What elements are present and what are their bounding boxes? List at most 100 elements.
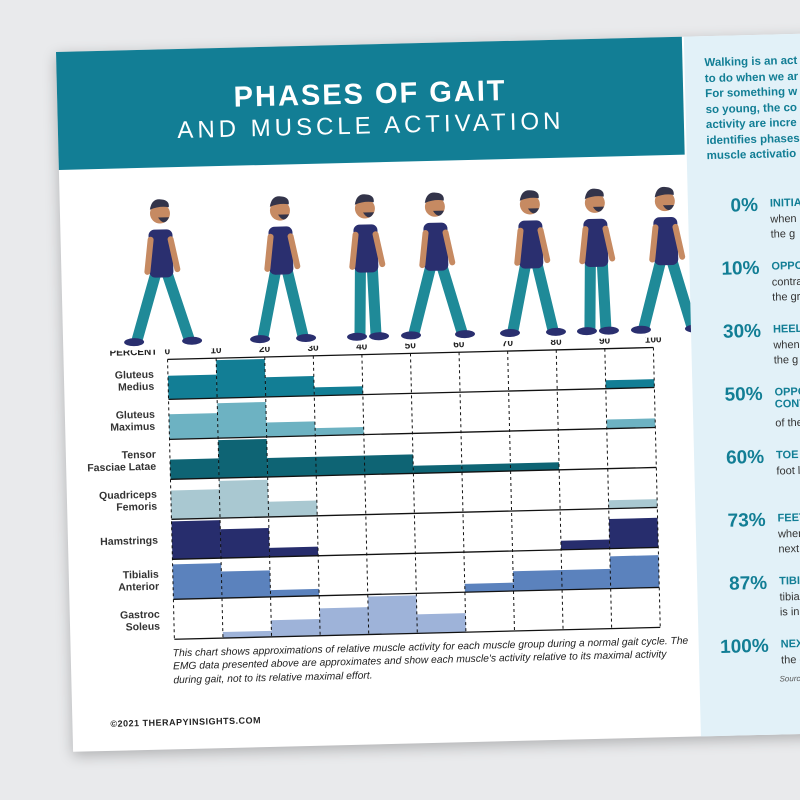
phase-title: TIBIA (779, 574, 800, 588)
source-note: Source (779, 673, 800, 684)
series-label: QuadricepsFemoris (99, 489, 157, 514)
x-tick-label: 20 (259, 344, 271, 355)
phase-percent: 0% (730, 194, 759, 217)
phase-percent: 30% (722, 320, 762, 343)
phase-item: 10% OPPO contra the gr (689, 256, 800, 309)
emg-bar (319, 607, 369, 636)
x-tick-label: 0 (164, 346, 170, 357)
emg-bar (265, 376, 315, 397)
phase-percent: 73% (727, 509, 766, 532)
phase-percent: 60% (725, 446, 765, 469)
row-divider (171, 506, 658, 520)
emg-bar (217, 402, 267, 439)
emg-bar (560, 539, 610, 550)
phase-percent: 50% (724, 383, 763, 406)
phase-description: when the g (773, 338, 800, 367)
x-tick-label: 40 (356, 341, 368, 352)
phase-title: TOE (775, 448, 799, 462)
phase-item: 30% HEEL when the g (691, 319, 800, 372)
walking-figures (124, 186, 694, 347)
emg-bar (314, 386, 363, 396)
emg-bar (270, 588, 320, 597)
x-tick-label: 30 (307, 343, 319, 354)
emg-bar (171, 520, 222, 560)
title-banner: PHASES OF GAIT AND MUSCLE ACTIVATION (56, 36, 685, 170)
handout-sheet: PHASES OF GAIT AND MUSCLE ACTIVATION PER… (56, 33, 800, 752)
phase-list: 0% INITIA when the g 10% OPPO contra the gr 30… (684, 33, 800, 667)
row-divider (174, 626, 661, 640)
gridline (215, 358, 224, 639)
series-label: Hamstrings (100, 535, 158, 548)
phase-title: FEET (777, 511, 800, 525)
walking-man-icon (124, 199, 203, 347)
x-tick-label: 10 (210, 345, 222, 356)
emg-bar (609, 555, 660, 589)
emg-bar (219, 479, 269, 519)
phase-percent: 100% (719, 635, 769, 658)
walking-man-icon (630, 186, 694, 334)
x-tick-label: 90 (599, 337, 611, 347)
intro-text: Walking is an act to do when we ar For s… (704, 54, 800, 163)
copyright-footer: ©2021 THERAPYINSIGHTS.COM (110, 715, 262, 729)
x-tick-label: 80 (550, 337, 562, 348)
phase-percent: 10% (721, 257, 760, 280)
emg-bar (367, 595, 418, 635)
emg-bar (608, 517, 659, 549)
phase-description: contra the gr (771, 275, 800, 304)
gridline (555, 349, 564, 630)
series-label: GluteusMedius (115, 369, 155, 394)
series-label: TibialisAnterior (118, 569, 160, 594)
phase-title: INITIA (769, 196, 800, 210)
phase-description: of the (775, 417, 800, 430)
walking-man-icon (250, 196, 317, 344)
emg-bar (216, 358, 266, 399)
emg-bar (315, 426, 364, 436)
phase-item: 0% INITIA when the g (688, 193, 800, 246)
walking-man-icon (500, 190, 566, 337)
emg-bar (221, 570, 271, 599)
emg-bar (168, 413, 219, 440)
emg-bar (416, 613, 466, 634)
walking-man-icon (347, 194, 390, 341)
phase-percent: 87% (728, 572, 768, 595)
emg-bar (608, 499, 658, 509)
gridline (409, 353, 418, 634)
emg-bar (172, 563, 222, 600)
phase-description: when the g (770, 212, 797, 241)
phase-item: 87% TIBIA tibia is in a (697, 571, 800, 624)
emg-bar (605, 379, 655, 389)
x-tick-label: 100 (645, 337, 662, 346)
emg-bar (271, 619, 321, 637)
series-label: GluteusMaximus (110, 409, 156, 434)
phase-description: the c (780, 654, 800, 667)
emg-bar (218, 438, 268, 479)
emg-bar (220, 528, 270, 559)
phase-description: foot l (776, 464, 800, 478)
x-tick-label: 70 (502, 338, 514, 349)
phase-title: OPPO (771, 259, 800, 273)
phase-title: HEEL (772, 322, 800, 336)
gridline (167, 359, 175, 640)
emg-bar (413, 464, 462, 474)
phase-sidebar: Walking is an act to do when we ar For s… (683, 33, 800, 737)
emg-bar (268, 500, 318, 517)
gridline (604, 348, 613, 629)
gridline (361, 354, 370, 635)
phase-item: 73% FEET when next (695, 508, 800, 561)
emg-bar (606, 418, 656, 429)
gridline (458, 352, 467, 633)
gridline (507, 351, 515, 631)
gridline (264, 356, 273, 637)
series-label: GastrocSoleus (120, 609, 160, 634)
x-tick-label: 50 (405, 340, 417, 351)
emg-bar (464, 582, 514, 593)
x-axis-label: PERCENT (109, 347, 157, 359)
emg-bar (266, 421, 316, 437)
emg-bar (170, 489, 221, 520)
phase-item: 50% OPPO CONT of the (692, 382, 800, 435)
emg-bar (167, 374, 218, 400)
x-tick-label: 60 (453, 339, 465, 350)
row-divider (168, 386, 655, 401)
phase-title: NEX (780, 637, 800, 651)
walking-man-icon (576, 188, 619, 336)
